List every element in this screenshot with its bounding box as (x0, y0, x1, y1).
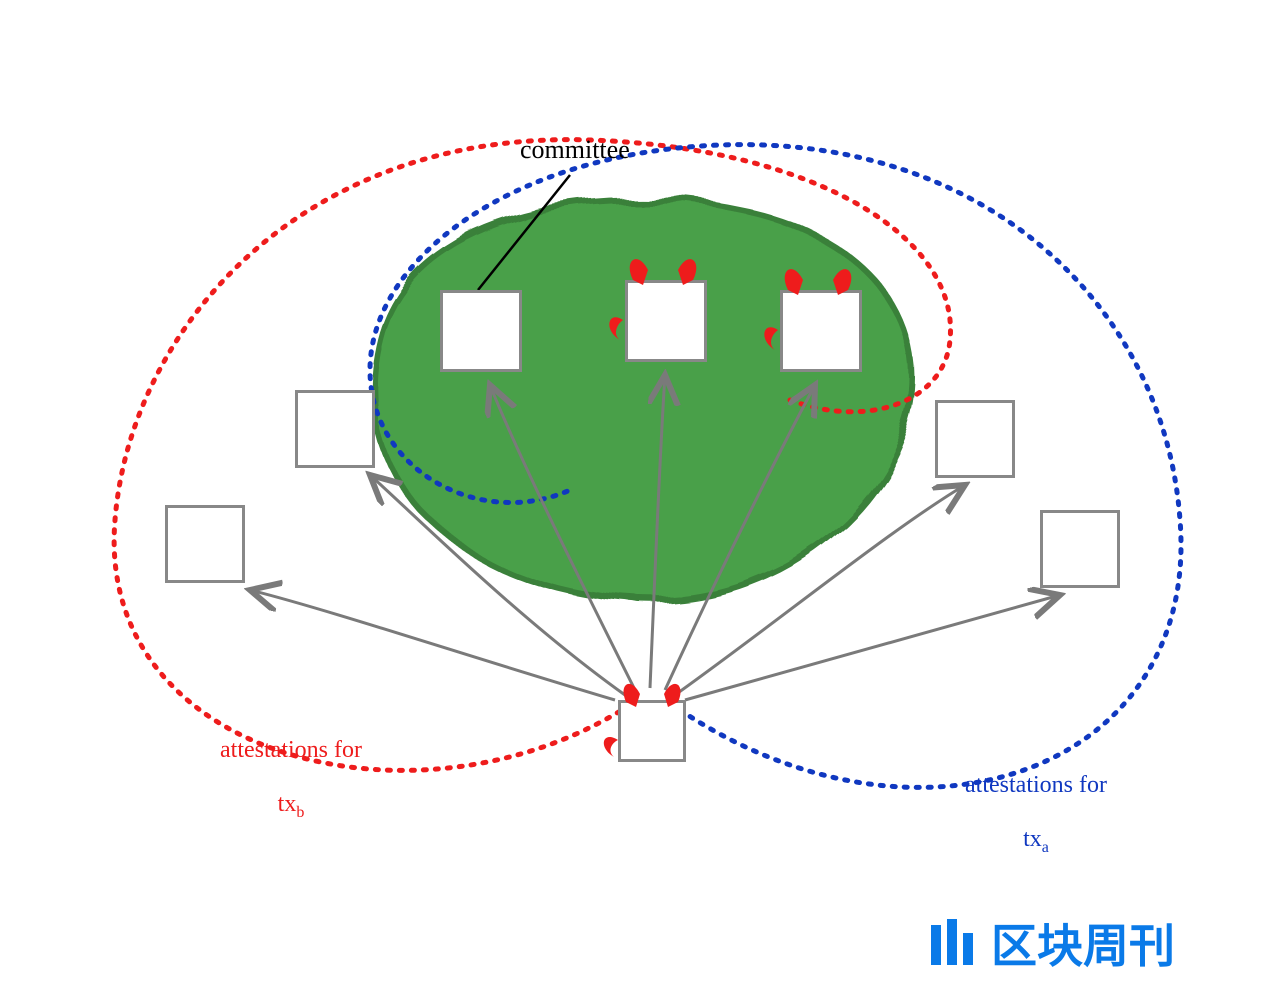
node-5 (935, 400, 1015, 478)
committee-blob (372, 200, 914, 600)
txb-sub: b (296, 804, 304, 821)
node-4 (780, 290, 862, 372)
txa-tx: tx (1023, 826, 1042, 852)
txb-tx: tx (278, 791, 297, 817)
node-0 (165, 505, 245, 583)
watermark-logo-icon (925, 915, 981, 971)
source-node (618, 700, 686, 762)
diagram-canvas: committee attestations for txb attestati… (0, 0, 1280, 1002)
node-1 (295, 390, 375, 468)
txa-label-text: attestations for (965, 772, 1107, 798)
txb-label: attestations for txb (175, 710, 395, 822)
txa-sub: a (1042, 839, 1049, 856)
node-2 (440, 290, 522, 372)
txa-label: attestations for txa (920, 745, 1140, 857)
committee-label: committee (520, 135, 630, 165)
txb-label-text: attestations for (220, 737, 362, 763)
watermark-text: 区块周刊 (991, 910, 1175, 976)
node-6 (1040, 510, 1120, 588)
node-3 (625, 280, 707, 362)
watermark: 区块周刊 (925, 910, 1175, 976)
